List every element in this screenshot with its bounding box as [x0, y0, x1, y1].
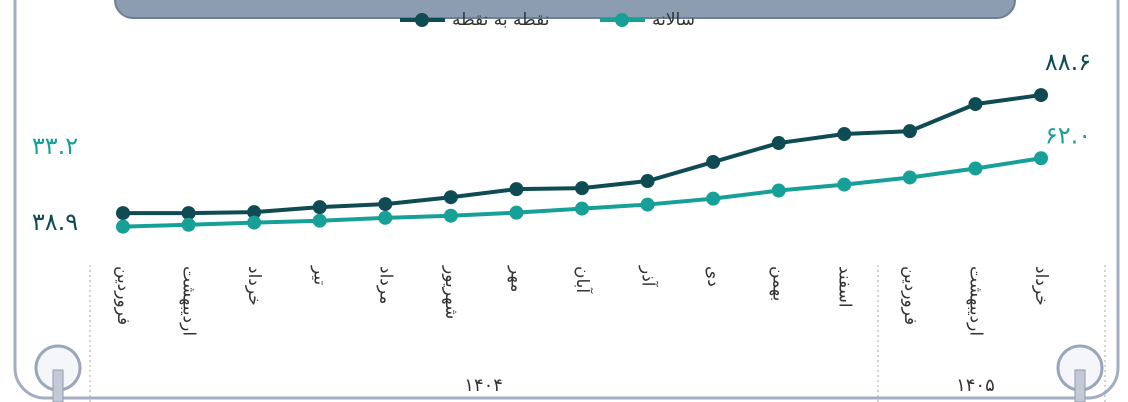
banner — [115, 0, 1015, 18]
frame — [15, 0, 1118, 398]
year-label: ۱۴۰۴ — [464, 375, 503, 396]
clip-left — [36, 346, 80, 402]
x-tick-label: فروردین — [900, 266, 920, 325]
x-tick-label: تیر — [310, 265, 330, 286]
value-label: ۳۸.۹ — [32, 208, 78, 236]
page: {"chart_data": {"type": "line", "categor… — [0, 0, 1128, 402]
x-tick-label: شهریور — [441, 265, 461, 319]
point — [313, 200, 327, 214]
chart: فروردین اردیبهشت خرداد تیر مرداد شهریور مهر آبا… — [0, 0, 1128, 402]
point — [772, 184, 786, 198]
point — [509, 206, 523, 220]
point — [182, 218, 196, 232]
point — [313, 214, 327, 228]
point — [116, 220, 130, 234]
point — [1034, 88, 1048, 102]
point — [575, 181, 589, 195]
legend-marker — [415, 13, 429, 27]
x-tick-label: اردیبهشت — [965, 266, 985, 336]
legend-label: نقطه به نقطه — [452, 10, 549, 30]
value-label: ۶۲.۰ — [1045, 121, 1091, 149]
point — [509, 182, 523, 196]
point — [444, 209, 458, 223]
x-tick-label: دی — [703, 266, 723, 287]
x-tick-label: مرداد — [375, 266, 395, 304]
point — [706, 192, 720, 206]
x-tick-label: خرداد — [1031, 266, 1051, 306]
point — [903, 170, 917, 184]
value-label: ۸۸.۶ — [1045, 48, 1091, 76]
legend-label: سالانه — [652, 10, 695, 30]
x-tick-label: اسفند — [834, 266, 854, 308]
point — [968, 97, 982, 111]
x-tick-label: اردیبهشت — [179, 266, 199, 336]
legend-marker — [615, 13, 629, 27]
point — [247, 216, 261, 230]
x-tick-label: آبان — [572, 266, 594, 294]
x-tick-label: مهر — [506, 265, 526, 292]
point — [378, 197, 392, 211]
point — [837, 127, 851, 141]
point — [575, 202, 589, 216]
point — [837, 178, 851, 192]
x-tick-label: بهمن — [769, 266, 789, 301]
point — [772, 136, 786, 150]
point — [903, 124, 917, 138]
x-tick-label: خرداد — [244, 266, 264, 306]
x-tick-label: آذر — [638, 265, 660, 288]
point — [641, 174, 655, 188]
point — [444, 190, 458, 204]
value-label: ۳۳.۲ — [32, 132, 78, 160]
point — [378, 211, 392, 225]
x-tick-label: فروردین — [113, 266, 133, 325]
clip-right — [1058, 346, 1102, 402]
point — [706, 155, 720, 169]
point — [641, 198, 655, 212]
point — [968, 161, 982, 175]
series-line — [123, 95, 1041, 213]
year-label: ۱۴۰۵ — [956, 375, 995, 396]
point — [116, 206, 130, 220]
point — [1034, 151, 1048, 165]
